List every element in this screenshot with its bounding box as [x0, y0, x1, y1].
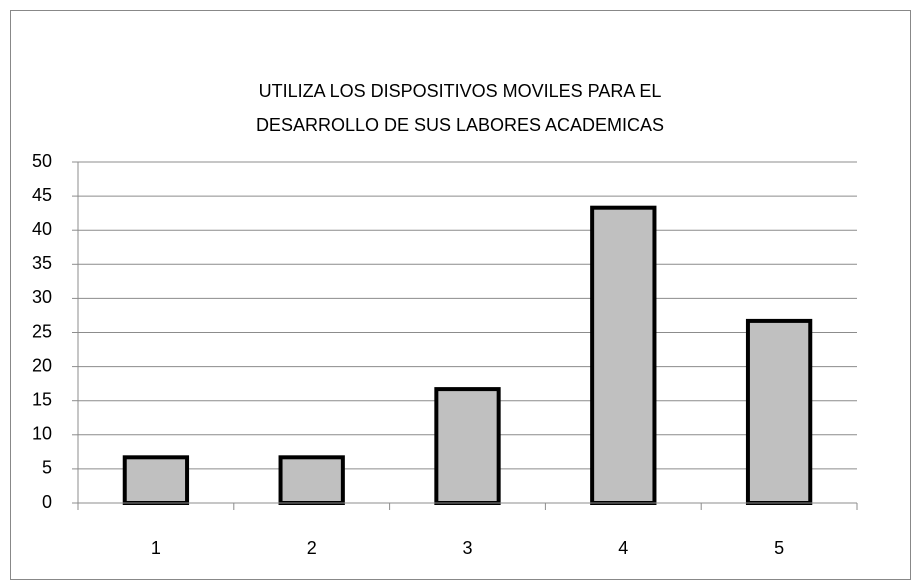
x-tick-label: 4	[618, 538, 628, 558]
x-tick-label: 5	[774, 538, 784, 558]
y-tick-label: 35	[32, 253, 52, 273]
x-tick-label: 1	[151, 538, 161, 558]
y-tick-label: 45	[32, 185, 52, 205]
bar	[434, 387, 501, 505]
chart-title: UTILIZA LOS DISPOSITIVOS MOVILES PARA EL	[259, 81, 662, 101]
y-tick-label: 0	[42, 492, 52, 512]
y-tick-label: 15	[32, 389, 52, 409]
y-tick-label: 5	[42, 458, 52, 478]
bar	[122, 455, 190, 505]
y-tick-label: 20	[32, 355, 52, 375]
bar	[278, 455, 345, 505]
y-tick-label: 10	[32, 424, 52, 444]
bar	[745, 318, 813, 505]
y-tick-label: 40	[32, 219, 52, 239]
y-tick-label: 25	[32, 321, 52, 341]
x-tick-label: 3	[462, 538, 472, 558]
bar	[590, 205, 657, 505]
chart-title: DESARROLLO DE SUS LABORES ACADEMICAS	[256, 115, 664, 135]
y-tick-label: 30	[32, 287, 52, 307]
y-tick-label: 50	[32, 151, 52, 171]
x-tick-label: 2	[307, 538, 317, 558]
